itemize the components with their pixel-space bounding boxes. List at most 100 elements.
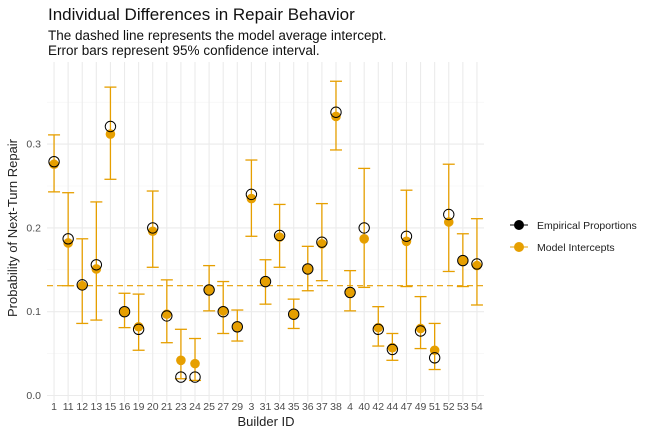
model-intercept-point [91, 264, 102, 274]
empirical-proportion-point [344, 286, 356, 299]
x-tick-label: 12 [76, 401, 88, 413]
x-tick-label: 34 [274, 401, 286, 413]
x-tick-label: 31 [260, 401, 272, 413]
empirical-proportion-point [118, 306, 131, 318]
empirical-proportion-point [189, 371, 201, 383]
x-tick-label: 11 [63, 401, 74, 413]
model-intercept-point [63, 238, 73, 248]
model-intercept-point [458, 255, 468, 266]
empirical-proportion-point [90, 259, 103, 271]
model-intercept-point [190, 358, 200, 369]
x-tick-label: 35 [288, 401, 300, 413]
model-intercept-point [415, 323, 426, 334]
model-intercept-point [246, 193, 257, 204]
empirical-proportion-point [457, 254, 469, 267]
x-tick-label: 52 [443, 401, 455, 413]
x-tick-label: 15 [105, 401, 117, 413]
legend-empirical-marker [514, 220, 524, 230]
empirical-proportion-point [104, 120, 117, 133]
x-tick-label: 16 [119, 401, 131, 413]
chart-subtitle-line-1: The dashed line represents the model ave… [48, 28, 386, 43]
x-tick-label: 38 [330, 401, 342, 413]
model-intercept-point [302, 264, 313, 274]
model-intercept-point [204, 285, 214, 295]
empirical-proportion-point [443, 208, 455, 221]
x-tick-label: 4 [347, 401, 353, 413]
x-axis: 1 11 12 13 15 16 19 20 21 23 24 25 27 29 3 31 34 35 36 37 38… [51, 401, 483, 413]
chart-subtitle-line-2: Error bars represent 95% confidence inte… [48, 43, 320, 58]
legend: Empirical Proportions Model Intercepts [510, 220, 637, 254]
model-intercept-point [288, 309, 299, 320]
x-tick-label: 37 [316, 401, 328, 413]
model-intercept-point [77, 280, 88, 291]
empirical-proportion-point [386, 343, 399, 356]
x-tick-label: 44 [387, 401, 399, 413]
error-bar [174, 328, 187, 380]
empirical-proportion-point [76, 279, 88, 291]
model-intercept-point [133, 321, 144, 332]
error-bar [414, 295, 427, 350]
empirical-proportion-point [161, 310, 173, 322]
x-axis-title: Builder ID [237, 414, 294, 429]
empirical-proportion-point [175, 371, 187, 383]
x-tick-label: 40 [358, 401, 370, 413]
x-tick-label: 20 [147, 401, 159, 413]
x-tick-label: 19 [133, 401, 145, 413]
legend-model-label: Model Intercepts [537, 242, 615, 254]
x-tick-label: 47 [401, 401, 413, 413]
empirical-proportion-point [48, 155, 60, 168]
legend-model-marker [514, 242, 524, 252]
error-bar [90, 201, 103, 321]
error-bar [358, 167, 371, 289]
empirical-proportion-point [62, 233, 74, 245]
empirical-proportion-point [147, 222, 159, 234]
model-intercept-point [119, 306, 130, 317]
empirical-proportion-point [302, 263, 314, 275]
chart-title: Individual Differences in Repair Behavio… [48, 5, 355, 24]
y-axis: 0.0 0.1 0.2 0.3 [26, 139, 41, 402]
empirical-proportion-point [273, 229, 286, 242]
x-tick-label: 23 [175, 401, 187, 413]
model-intercept-point [232, 321, 243, 332]
empirical-proportion-point [259, 275, 272, 288]
x-tick-label: 24 [189, 401, 201, 413]
model-intercept-point [331, 111, 341, 122]
x-tick-label: 42 [372, 401, 384, 413]
model-intercept-point [147, 226, 158, 237]
model-intercept-point [345, 287, 355, 298]
empirical-proportion-point [287, 308, 300, 320]
empirical-proportion-points [48, 106, 483, 383]
empirical-proportion-point [330, 106, 342, 118]
y-tick-label: 0.1 [26, 306, 41, 318]
x-tick-label: 53 [457, 401, 469, 413]
x-tick-label: 36 [302, 401, 314, 413]
x-tick-label: 25 [203, 401, 215, 413]
empirical-proportion-point [245, 188, 258, 201]
x-tick-label: 13 [90, 401, 102, 413]
x-tick-label: 49 [415, 401, 427, 413]
empirical-proportion-point [372, 323, 384, 335]
x-tick-label: 54 [471, 401, 483, 413]
model-intercept-point [218, 306, 229, 316]
empirical-proportion-point [400, 230, 413, 242]
x-tick-label: 1 [51, 401, 57, 413]
model-intercept-point [49, 159, 59, 170]
empirical-proportion-point [231, 321, 244, 333]
empirical-proportion-point [316, 236, 328, 248]
x-tick-label: 29 [231, 401, 243, 413]
x-tick-label: 21 [161, 401, 173, 413]
empirical-proportion-point [217, 306, 229, 318]
x-tick-label: 51 [429, 401, 441, 413]
empirical-proportion-point [428, 352, 441, 364]
empirical-proportion-point [203, 284, 215, 296]
x-tick-label: 27 [217, 401, 229, 413]
y-axis-title: Probability of Next-Turn Repair [5, 138, 20, 317]
legend-empirical-label: Empirical Proportions [537, 220, 637, 232]
empirical-proportion-point [358, 222, 370, 234]
y-tick-label: 0.3 [26, 139, 41, 151]
model-intercept-point [359, 233, 369, 244]
empirical-proportion-point [132, 323, 145, 335]
